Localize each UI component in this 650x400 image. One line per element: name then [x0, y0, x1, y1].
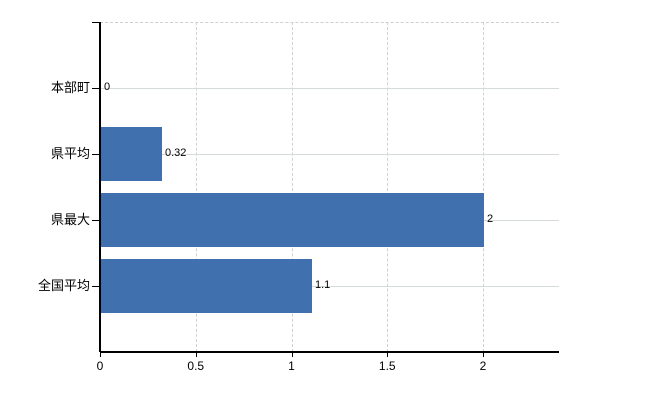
- x-tick-label: 0.5: [187, 359, 205, 373]
- x-tick: [291, 353, 293, 357]
- bar: [101, 259, 312, 313]
- grid-line-vertical: [483, 22, 484, 352]
- bar: [101, 127, 162, 181]
- grid-line-horizontal: [100, 154, 559, 155]
- category-label: 本部町: [50, 80, 90, 95]
- y-axis: [99, 22, 101, 352]
- grid-line-horizontal: [100, 88, 559, 89]
- category-label: 県最大: [50, 212, 90, 227]
- x-axis: [100, 351, 559, 353]
- x-tick-label: 2: [479, 359, 487, 373]
- x-tick-label: 1: [288, 359, 295, 373]
- y-tick: [92, 286, 100, 287]
- grid-line-horizontal: [100, 286, 559, 287]
- x-tick: [195, 353, 197, 357]
- x-tick-label: 1.5: [378, 359, 396, 373]
- bar-value-label: 0: [104, 81, 111, 93]
- y-tick: [92, 88, 100, 89]
- category-label: 県平均: [50, 146, 90, 161]
- y-tick: [92, 154, 100, 155]
- x-tick: [100, 353, 101, 357]
- category-label: 全国平均: [37, 278, 90, 293]
- grid-line-vertical: [387, 22, 389, 352]
- bar: [101, 193, 484, 247]
- y-tick: [92, 220, 100, 221]
- bar-value-label: 1.1: [315, 279, 331, 291]
- grid-line-vertical: [195, 22, 197, 352]
- y-axis-top-tick: [92, 22, 100, 23]
- x-tick-label: 0: [96, 359, 104, 373]
- plot-top-border: [100, 22, 559, 23]
- bar-value-label: 2: [487, 213, 494, 225]
- grid-line-vertical: [291, 22, 293, 352]
- x-tick: [483, 353, 484, 357]
- x-tick: [387, 353, 389, 357]
- bar-value-label: 0.32: [165, 147, 187, 159]
